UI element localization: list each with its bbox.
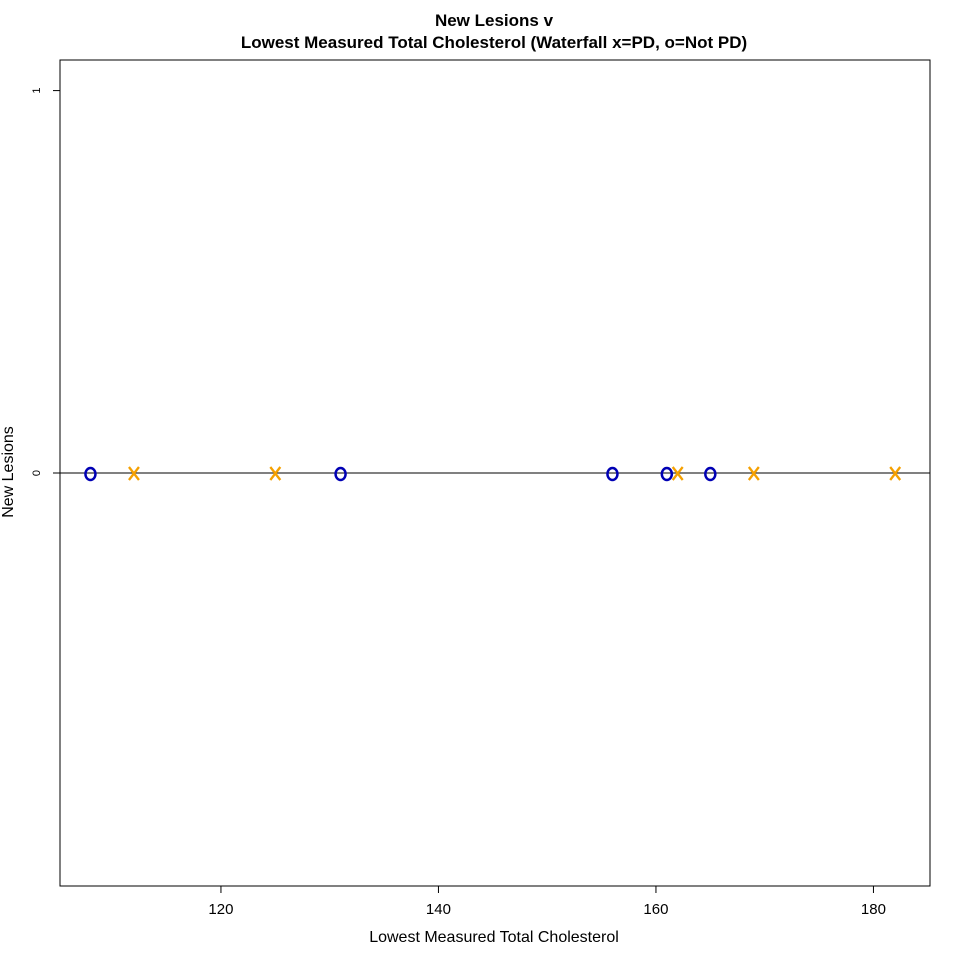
point-not-pd bbox=[704, 466, 717, 482]
y-tick-label: 1 bbox=[31, 88, 43, 94]
point-not-pd bbox=[606, 466, 619, 482]
point-pd bbox=[747, 466, 760, 481]
x-tick-label: 140 bbox=[426, 901, 451, 918]
chart-subtitle: Lowest Measured Total Cholesterol (Water… bbox=[241, 33, 747, 52]
x-tick-label: 120 bbox=[208, 901, 233, 918]
y-axis-label: New Lesions bbox=[0, 426, 17, 518]
y-axis: 01 bbox=[31, 88, 60, 476]
x-axis-label: Lowest Measured Total Cholesterol bbox=[369, 929, 619, 946]
point-not-pd bbox=[660, 466, 674, 482]
point-pd bbox=[128, 466, 140, 481]
point-pd bbox=[269, 466, 282, 481]
y-tick-label: 0 bbox=[31, 470, 43, 476]
point-pd bbox=[671, 466, 684, 481]
x-axis: 120 140 160 180 bbox=[208, 886, 886, 918]
chart-title: New Lesions v bbox=[435, 11, 554, 30]
point-pd bbox=[889, 466, 902, 481]
data-points bbox=[84, 466, 902, 482]
x-tick-label: 180 bbox=[861, 901, 886, 918]
point-not-pd bbox=[334, 466, 347, 482]
x-tick-label: 160 bbox=[643, 901, 668, 918]
point-not-pd bbox=[84, 466, 97, 482]
